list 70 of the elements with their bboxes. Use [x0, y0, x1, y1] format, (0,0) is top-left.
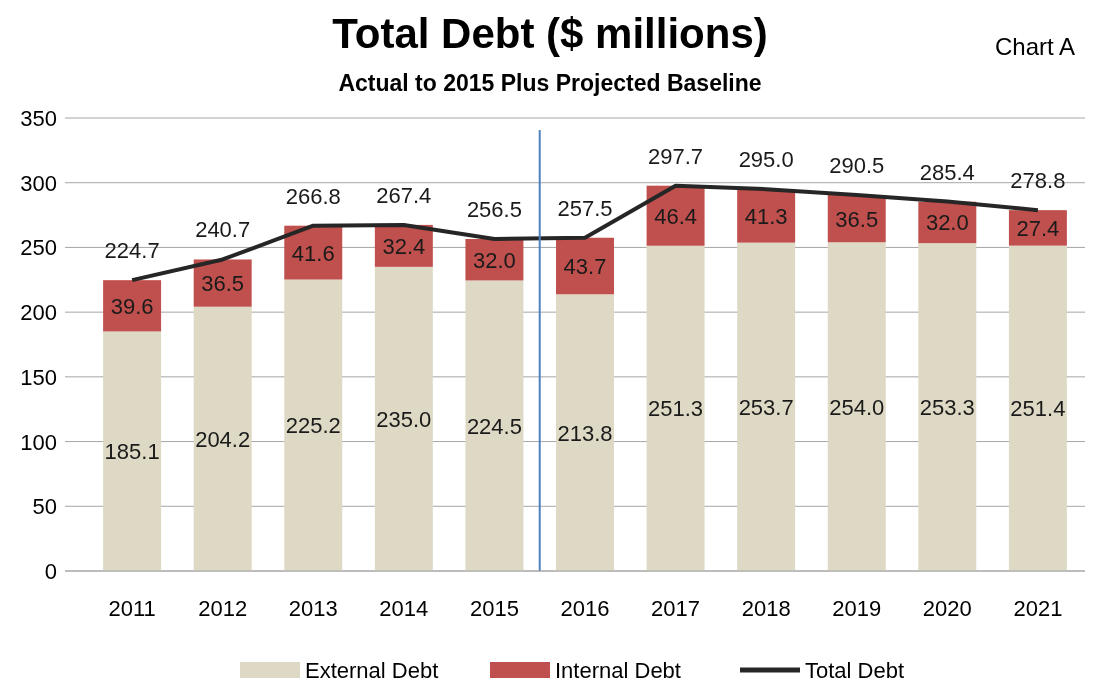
- y-tick-label: 250: [20, 235, 57, 261]
- data-label: 36.5: [201, 271, 245, 297]
- data-label: 235.0: [376, 406, 432, 432]
- data-label: 32.0: [473, 247, 516, 273]
- data-label: 224.5: [466, 413, 522, 439]
- x-tick-label: 2012: [198, 596, 248, 621]
- data-label: 295.0: [738, 147, 794, 173]
- data-label: 41.6: [291, 240, 335, 266]
- bar: [193, 306, 252, 571]
- text: Chart A: [994, 33, 1075, 60]
- data-label: 213.8: [557, 420, 613, 446]
- legend-label: Total Debt: [805, 658, 905, 683]
- x-tick-label: 2019: [832, 596, 882, 621]
- data-label: 224.7: [104, 238, 160, 264]
- bar: [827, 242, 886, 571]
- data-label: 204.2: [195, 426, 251, 452]
- data-label: 253.7: [738, 394, 794, 420]
- data-label: 290.5: [829, 153, 885, 179]
- data-label: 225.2: [285, 413, 341, 439]
- bar: [465, 280, 524, 571]
- data-label: 266.8: [285, 183, 341, 209]
- data-label: 41.3: [744, 203, 788, 229]
- bar: [556, 294, 614, 571]
- data-label: 254.0: [829, 394, 885, 420]
- y-tick-label: 100: [20, 429, 57, 455]
- data-label: 36.5: [835, 206, 879, 232]
- data-label: 251.3: [648, 396, 704, 422]
- bar: [918, 243, 977, 571]
- bar: [284, 279, 343, 571]
- bar: [646, 245, 705, 571]
- data-label: 267.4: [376, 182, 432, 208]
- data-label: 285.4: [919, 159, 975, 185]
- y-tick-label: 50: [32, 494, 57, 520]
- data-label: 251.4: [1010, 396, 1066, 422]
- x-tick-label: 2016: [560, 596, 610, 621]
- x-tick-label: 2020: [922, 596, 972, 621]
- y-tick-label: 200: [20, 300, 57, 326]
- y-tick-label: 0: [44, 559, 57, 584]
- x-tick-label: 2013: [288, 596, 338, 621]
- data-label: 278.8: [1010, 168, 1066, 194]
- x-tick-label: 2011: [108, 596, 156, 621]
- chart-title: Total Debt ($ millions): [332, 10, 768, 57]
- bar: [1008, 245, 1067, 571]
- bar: [103, 331, 162, 571]
- data-label: 257.5: [557, 195, 613, 221]
- y-tick-label: 150: [20, 364, 57, 390]
- data-label: 43.7: [563, 254, 607, 279]
- data-label: 297.7: [648, 143, 704, 169]
- x-tick-label: 2018: [741, 596, 791, 621]
- data-label: 32.0: [925, 210, 969, 236]
- legend-label: External Debt: [305, 658, 439, 683]
- x-tick-label: 2017: [651, 596, 701, 621]
- y-tick-label: 300: [20, 170, 57, 196]
- data-label: 32.4: [382, 233, 426, 259]
- y-tick-label: 350: [20, 106, 57, 131]
- data-label: 46.4: [654, 203, 697, 229]
- data-label: 253.3: [919, 395, 975, 421]
- data-label: 256.5: [466, 197, 522, 223]
- data-label: 185.1: [104, 439, 160, 465]
- x-tick-label: 2021: [1013, 596, 1063, 621]
- bar: [737, 242, 796, 571]
- bar: [556, 237, 614, 295]
- data-label: 240.7: [195, 217, 251, 243]
- legend-label: Internal Debt: [555, 658, 681, 683]
- data-label: 27.4: [1016, 215, 1060, 241]
- data-label: 39.6: [110, 293, 154, 319]
- x-tick-label: 2014: [379, 596, 429, 621]
- bar: [374, 266, 433, 571]
- x-tick-label: 2015: [469, 596, 519, 621]
- chart-subtitle: Actual to 2015 Plus Projected Baseline: [338, 70, 762, 96]
